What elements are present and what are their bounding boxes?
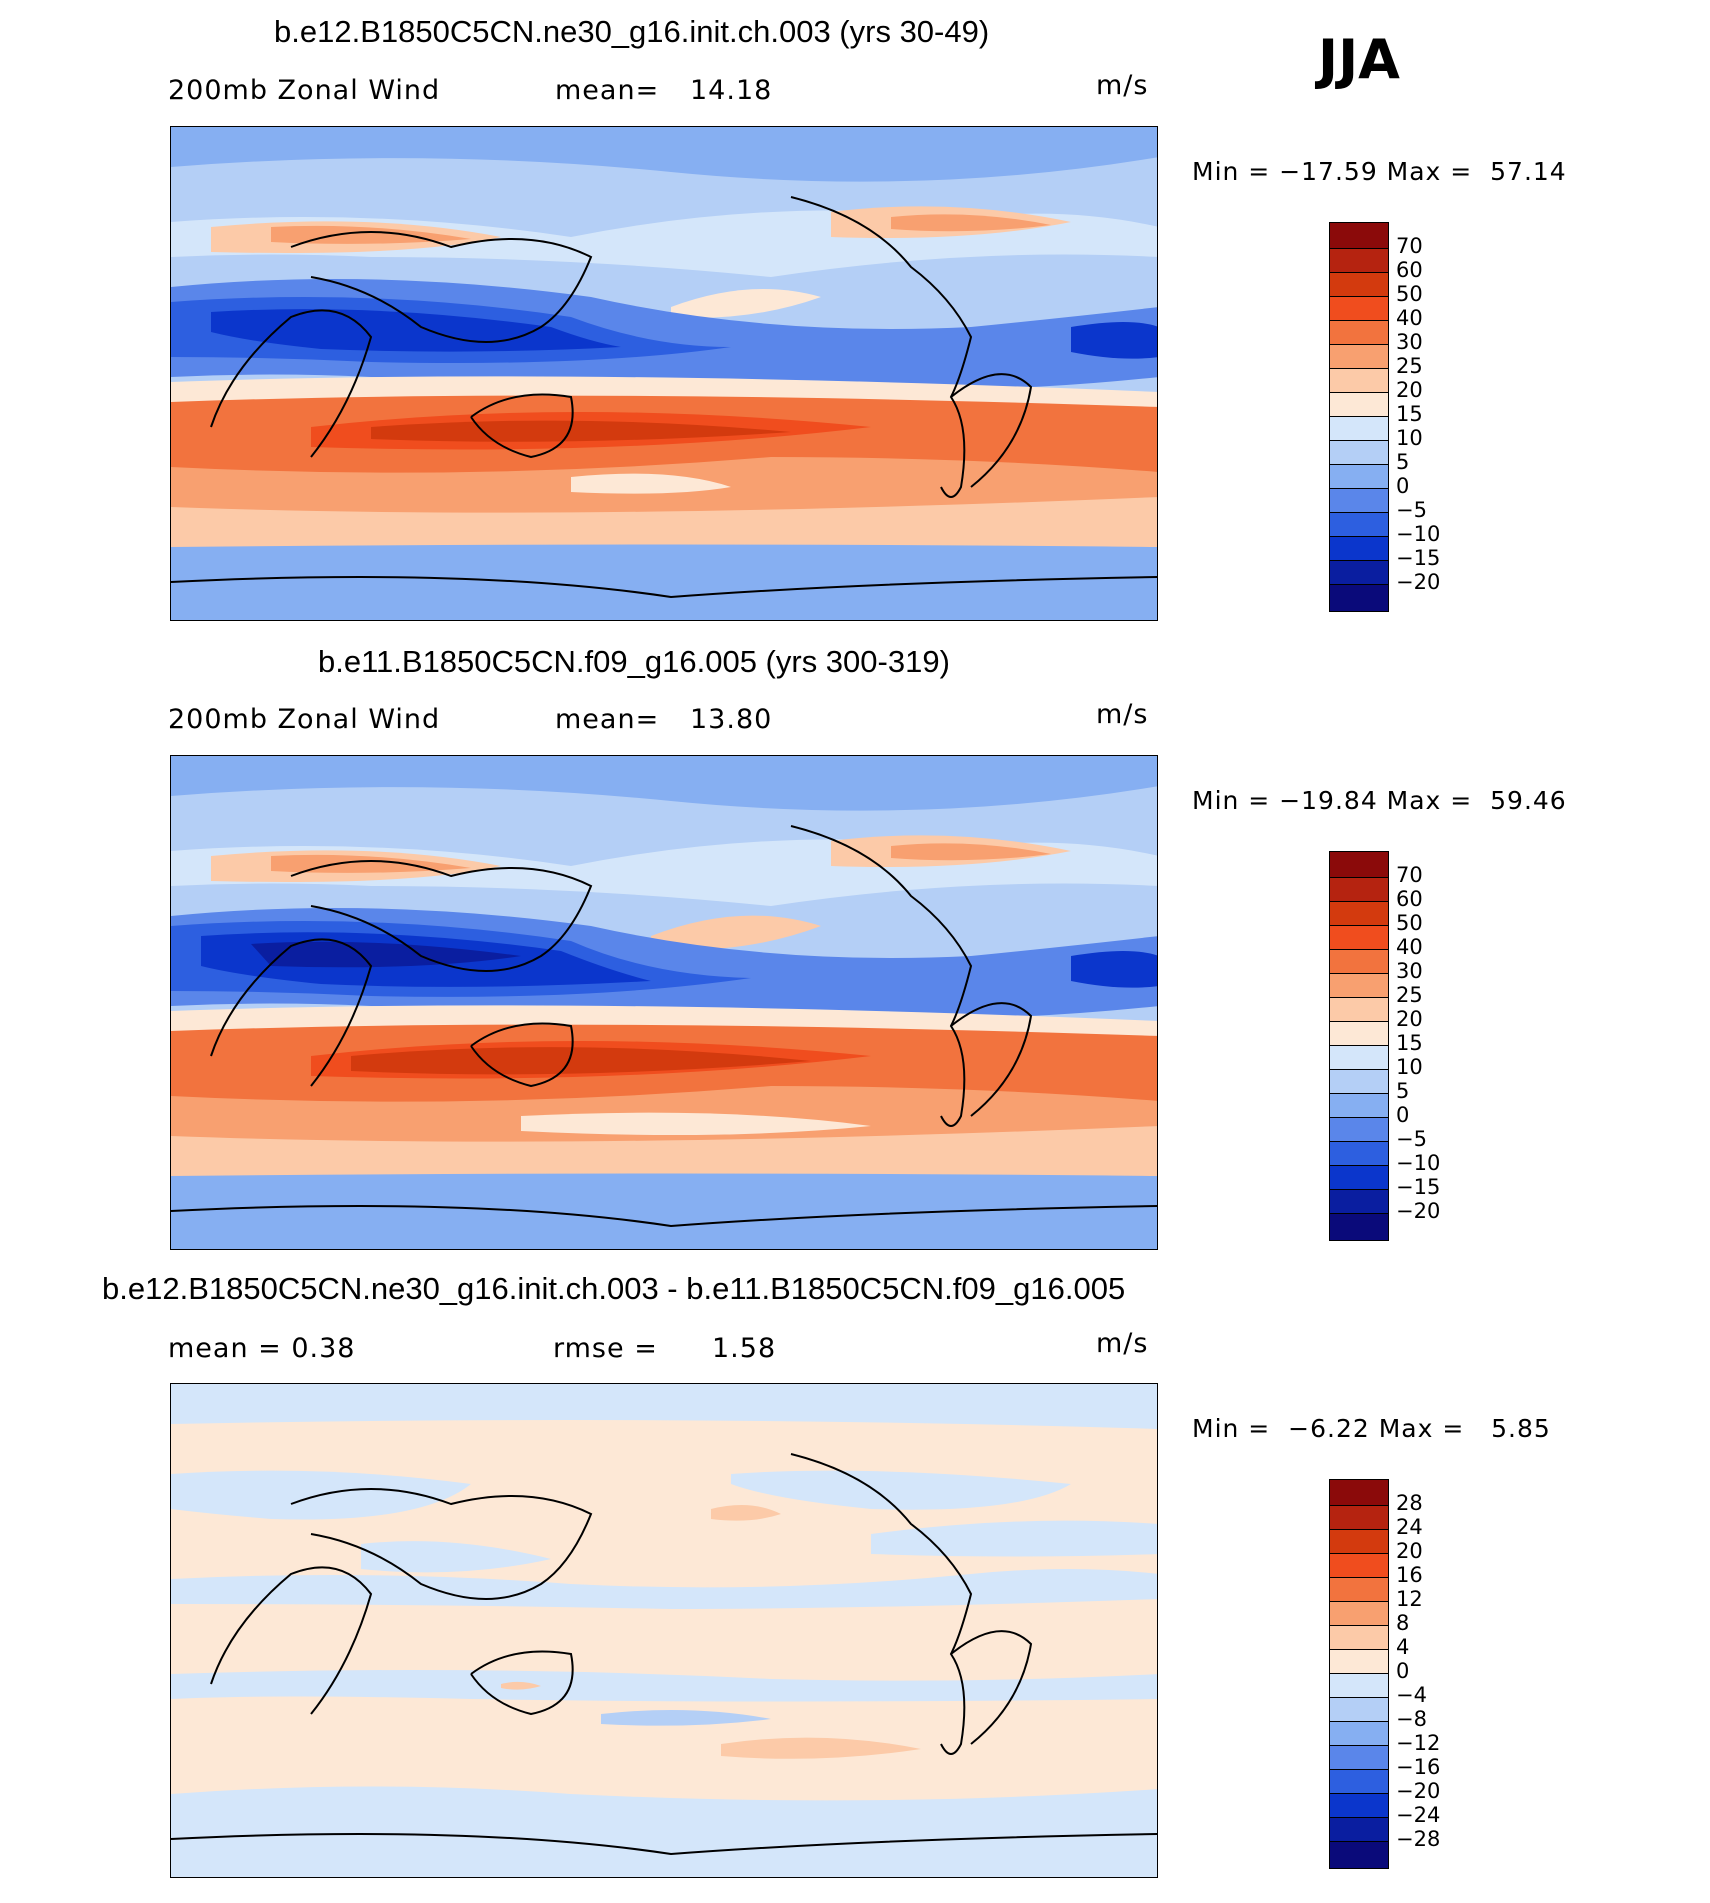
panel2-mean-value: 13.80 bbox=[690, 704, 773, 735]
season-label: JJA bbox=[1318, 28, 1400, 91]
panel2-cb-label: 40 bbox=[1396, 935, 1423, 959]
panel2-cb-label: 50 bbox=[1396, 911, 1423, 935]
panel1-cb-label: 40 bbox=[1396, 306, 1423, 330]
panel1-cb-label: −5 bbox=[1396, 498, 1427, 522]
panel3-cb-label: −12 bbox=[1396, 1731, 1441, 1755]
panel2-minmax: Min = −19.84 Max = 59.46 bbox=[1192, 786, 1567, 815]
panel1-cb-label: −15 bbox=[1396, 546, 1441, 570]
panel1-cb-label: 5 bbox=[1396, 450, 1410, 474]
panel2-cb-label: −20 bbox=[1396, 1199, 1441, 1223]
panel2-cb-label: 5 bbox=[1396, 1079, 1410, 1103]
panel1-cb-label: 50 bbox=[1396, 282, 1423, 306]
panel2-cb-label: 70 bbox=[1396, 863, 1423, 887]
panel3-cb-label: 24 bbox=[1396, 1515, 1423, 1539]
panel3-rmse-value: 1.58 bbox=[712, 1333, 777, 1364]
panel2-cb-label: −5 bbox=[1396, 1127, 1427, 1151]
panel2-variable-label: 200mb Zonal Wind bbox=[168, 704, 441, 735]
panel2-cb-label: 25 bbox=[1396, 983, 1423, 1007]
panel1-variable-label: 200mb Zonal Wind bbox=[168, 75, 441, 106]
panel2-mean-label: mean= bbox=[555, 704, 660, 735]
panel1-cb-label: 25 bbox=[1396, 354, 1423, 378]
panel3-cb-label: 12 bbox=[1396, 1587, 1423, 1611]
panel2-cb-label: 0 bbox=[1396, 1103, 1410, 1127]
panel1-map bbox=[170, 126, 1158, 621]
panel1-cb-label: 0 bbox=[1396, 474, 1410, 498]
panel1-cb-label: 15 bbox=[1396, 402, 1423, 426]
panel1-cb-label: −20 bbox=[1396, 570, 1441, 594]
panel1-cb-label: 10 bbox=[1396, 426, 1423, 450]
panel1-minmax: Min = −17.59 Max = 57.14 bbox=[1192, 157, 1567, 186]
panel3-cb-label: −20 bbox=[1396, 1779, 1441, 1803]
panel2-cb-label: −15 bbox=[1396, 1175, 1441, 1199]
panel2-cb-label: 20 bbox=[1396, 1007, 1423, 1031]
panel1-cb-label: 60 bbox=[1396, 258, 1423, 282]
panel2-cb-label: 60 bbox=[1396, 887, 1423, 911]
panel3-map bbox=[170, 1383, 1158, 1878]
panel3-colorbar bbox=[1329, 1479, 1389, 1869]
panel1-title: b.e12.B1850C5CN.ne30_g16.init.ch.003 (yr… bbox=[274, 14, 990, 49]
panel1-cb-label: −10 bbox=[1396, 522, 1441, 546]
panel3-title: b.e12.B1850C5CN.ne30_g16.init.ch.003 - b… bbox=[102, 1271, 1126, 1306]
panel1-units: m/s bbox=[1096, 70, 1149, 101]
panel3-cb-label: −4 bbox=[1396, 1683, 1427, 1707]
panel1-colorbar bbox=[1329, 222, 1389, 612]
panel3-units: m/s bbox=[1096, 1328, 1149, 1359]
panel3-cb-label: −28 bbox=[1396, 1827, 1441, 1851]
panel2-map bbox=[170, 755, 1158, 1250]
panel1-cb-label: 30 bbox=[1396, 330, 1423, 354]
panel2-title: b.e11.B1850C5CN.f09_g16.005 (yrs 300-319… bbox=[318, 644, 950, 679]
panel3-cb-label: −24 bbox=[1396, 1803, 1441, 1827]
panel3-cb-label: −16 bbox=[1396, 1755, 1441, 1779]
panel1-cb-label: 20 bbox=[1396, 378, 1423, 402]
panel3-cb-label: 28 bbox=[1396, 1491, 1423, 1515]
panel2-units: m/s bbox=[1096, 699, 1149, 730]
panel3-cb-label: 8 bbox=[1396, 1611, 1410, 1635]
panel1-mean-label: mean= bbox=[555, 75, 660, 106]
panel1-cb-label: 70 bbox=[1396, 234, 1423, 258]
panel2-cb-label: 15 bbox=[1396, 1031, 1423, 1055]
panel1-mean-value: 14.18 bbox=[690, 75, 773, 106]
panel2-colorbar bbox=[1329, 851, 1389, 1241]
panel3-cb-label: 20 bbox=[1396, 1539, 1423, 1563]
panel3-cb-label: −8 bbox=[1396, 1707, 1427, 1731]
panel2-cb-label: 10 bbox=[1396, 1055, 1423, 1079]
panel2-cb-label: 30 bbox=[1396, 959, 1423, 983]
panel3-cb-label: 0 bbox=[1396, 1659, 1410, 1683]
panel3-cb-label: 4 bbox=[1396, 1635, 1410, 1659]
panel3-minmax: Min = −6.22 Max = 5.85 bbox=[1192, 1414, 1551, 1443]
panel3-rmse-label: rmse = bbox=[553, 1333, 658, 1364]
panel2-cb-label: −10 bbox=[1396, 1151, 1441, 1175]
panel3-cb-label: 16 bbox=[1396, 1563, 1423, 1587]
panel3-mean-label: mean = 0.38 bbox=[168, 1333, 356, 1364]
